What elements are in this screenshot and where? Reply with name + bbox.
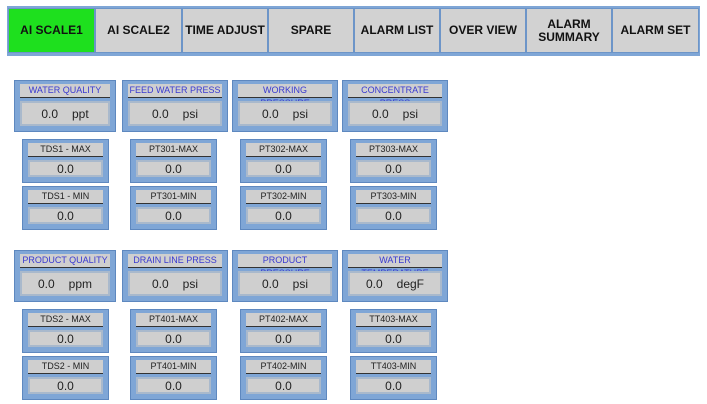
measurement-unit: ppt <box>72 106 89 121</box>
setpoint-max-input[interactable]: 0.0 <box>136 160 211 177</box>
setpoint-max-label: PT402-MAX <box>246 313 321 327</box>
measurement-display: DRAIN LINE PRESS 0.0 psi <box>122 250 228 302</box>
setpoint-max-input[interactable]: 0.0 <box>28 160 103 177</box>
setpoint-max-label: PT303-MAX <box>356 143 431 157</box>
setpoint-max-label: PT301-MAX <box>136 143 211 157</box>
measurement-value-field[interactable]: 0.0 psi <box>128 271 222 296</box>
measurement-unit: psi <box>292 276 309 291</box>
measurement-unit: psi <box>182 106 199 121</box>
measurement-title: CONCENTRATE PRESS <box>348 84 442 108</box>
measurement-title: WORKING PRESSURE <box>238 84 332 108</box>
setpoint-min: PT402-MIN 0.0 <box>240 356 327 400</box>
nav-button-ai-scale2[interactable]: AI SCALE2 <box>95 8 182 53</box>
measurement-value: 0.0 <box>261 276 279 291</box>
setpoint-max-label: TT403-MAX <box>356 313 431 327</box>
nav-button-alarm-summary[interactable]: ALARM SUMMARY <box>526 8 612 53</box>
nav-button-ai-scale1[interactable]: AI SCALE1 <box>8 8 95 53</box>
measurement-value-field[interactable]: 0.0 psi <box>348 101 442 126</box>
setpoint-min: PT401-MIN 0.0 <box>130 356 217 400</box>
setpoint-max: PT401-MAX 0.0 <box>130 309 217 353</box>
measurement-value-field[interactable]: 0.0 psi <box>238 271 332 296</box>
measurement-title: WATER TEMPERATURE <box>348 254 442 278</box>
setpoint-min-label: TDS1 - MIN <box>28 190 103 204</box>
setpoint-min-label: PT401-MIN <box>136 360 211 374</box>
nav-button-alarm-set[interactable]: ALARM SET <box>612 8 699 53</box>
setpoint-min-label: PT302-MIN <box>246 190 321 204</box>
setpoint-max: PT402-MAX 0.0 <box>240 309 327 353</box>
measurement-unit: psi <box>402 106 419 121</box>
setpoint-max-label: PT401-MAX <box>136 313 211 327</box>
setpoint-max-input[interactable]: 0.0 <box>356 330 431 347</box>
setpoint-max-label: TDS1 - MAX <box>28 143 103 157</box>
measurement-value: 0.0 <box>41 106 58 121</box>
measurement-value: 0.0 <box>151 106 169 121</box>
setpoint-max: PT302-MAX 0.0 <box>240 139 327 183</box>
measurement-value-field[interactable]: 0.0 ppt <box>20 101 110 126</box>
setpoint-min: TT403-MIN 0.0 <box>350 356 437 400</box>
setpoint-max-label: PT302-MAX <box>246 143 321 157</box>
setpoint-min: TDS2 - MIN 0.0 <box>22 356 109 400</box>
measurement-title: PRODUCT PRESSURE <box>238 254 332 278</box>
measurement-unit: degF <box>396 276 425 291</box>
setpoint-min: PT302-MIN 0.0 <box>240 186 327 230</box>
setpoint-min: PT303-MIN 0.0 <box>350 186 437 230</box>
measurement-value: 0.0 <box>37 276 55 291</box>
setpoint-max-input[interactable]: 0.0 <box>136 330 211 347</box>
measurement-value: 0.0 <box>365 276 383 291</box>
measurement-unit: ppm <box>68 276 93 291</box>
setpoint-max: PT301-MAX 0.0 <box>130 139 217 183</box>
setpoint-min-label: PT303-MIN <box>356 190 431 204</box>
setpoint-min-input[interactable]: 0.0 <box>136 377 211 394</box>
nav-button-over-view[interactable]: OVER VIEW <box>440 8 526 53</box>
measurement-value: 0.0 <box>261 106 279 121</box>
measurement-display: FEED WATER PRESS 0.0 psi <box>122 80 228 132</box>
setpoint-min-label: PT402-MIN <box>246 360 321 374</box>
setpoint-max-label: TDS2 - MAX <box>28 313 103 327</box>
setpoint-max: PT303-MAX 0.0 <box>350 139 437 183</box>
setpoint-min-input[interactable]: 0.0 <box>356 207 431 224</box>
measurement-unit: psi <box>292 106 309 121</box>
setpoint-min-input[interactable]: 0.0 <box>356 377 431 394</box>
setpoint-min-input[interactable]: 0.0 <box>246 377 321 394</box>
measurement-title: PRODUCT QUALITY <box>20 254 110 268</box>
navigation-bar: AI SCALE1 AI SCALE2 TIME ADJUST SPARE ALARM … <box>7 6 700 56</box>
nav-button-time-adjust[interactable]: TIME ADJUST <box>182 8 268 53</box>
measurement-display: PRODUCT QUALITY 0.0 ppm <box>14 250 116 302</box>
measurement-value-field[interactable]: 0.0 degF <box>348 271 442 296</box>
setpoint-max-input[interactable]: 0.0 <box>246 330 321 347</box>
measurement-title: FEED WATER PRESS <box>128 84 222 98</box>
setpoint-max-input[interactable]: 0.0 <box>28 330 103 347</box>
measurement-title: WATER QUALITY <box>20 84 110 98</box>
measurement-value-field[interactable]: 0.0 ppm <box>20 271 110 296</box>
setpoint-max-input[interactable]: 0.0 <box>246 160 321 177</box>
measurement-value-field[interactable]: 0.0 psi <box>238 101 332 126</box>
setpoint-min-label: TT403-MIN <box>356 360 431 374</box>
measurement-display: WORKING PRESSURE0.0 psi <box>232 80 338 132</box>
nav-button-spare[interactable]: SPARE <box>268 8 354 53</box>
setpoint-max-input[interactable]: 0.0 <box>356 160 431 177</box>
setpoint-min-label: PT301-MIN <box>136 190 211 204</box>
nav-button-alarm-list[interactable]: ALARM LIST <box>354 8 440 53</box>
measurement-display: PRODUCT PRESSURE0.0 psi <box>232 250 338 302</box>
setpoint-min-input[interactable]: 0.0 <box>28 207 103 224</box>
setpoint-max: TDS1 - MAX 0.0 <box>22 139 109 183</box>
setpoint-min: TDS1 - MIN 0.0 <box>22 186 109 230</box>
setpoint-max: TT403-MAX 0.0 <box>350 309 437 353</box>
measurement-display: WATER TEMPERATURE0.0 degF <box>342 250 448 302</box>
measurement-title: DRAIN LINE PRESS <box>128 254 222 268</box>
setpoint-min: PT301-MIN 0.0 <box>130 186 217 230</box>
setpoint-min-input[interactable]: 0.0 <box>28 377 103 394</box>
measurement-unit: psi <box>182 276 199 291</box>
measurement-value: 0.0 <box>151 276 169 291</box>
measurement-value: 0.0 <box>371 106 389 121</box>
measurement-value-field[interactable]: 0.0 psi <box>128 101 222 126</box>
setpoint-min-input[interactable]: 0.0 <box>246 207 321 224</box>
setpoint-min-label: TDS2 - MIN <box>28 360 103 374</box>
setpoint-min-input[interactable]: 0.0 <box>136 207 211 224</box>
measurement-display: WATER QUALITY 0.0 ppt <box>14 80 116 132</box>
setpoint-max: TDS2 - MAX 0.0 <box>22 309 109 353</box>
